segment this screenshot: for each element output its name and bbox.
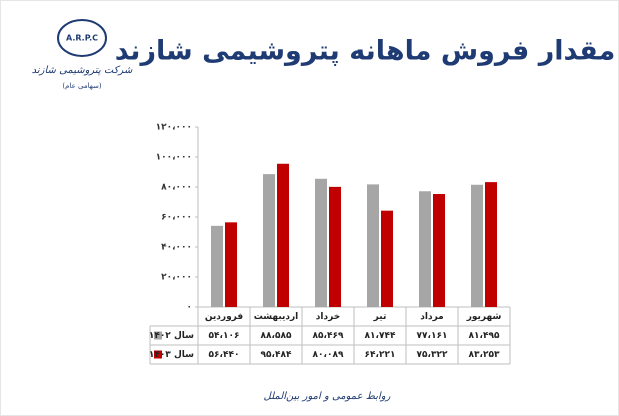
y-tick-label: ۲۰،۰۰۰	[161, 273, 192, 283]
logo-mark: A.R.P.C	[66, 34, 98, 43]
value-label: ۵۴،۱۰۶	[209, 331, 240, 341]
bar	[263, 174, 275, 307]
bar	[211, 225, 223, 307]
y-tick-label: ۸۰،۰۰۰	[161, 183, 192, 193]
legend-label: سال ۱۴۰۳	[149, 350, 194, 360]
legend-label: سال ۱۴۰۲	[149, 331, 194, 341]
y-tick-label: ۱۲۰،۰۰۰	[156, 123, 192, 133]
bar	[277, 163, 289, 307]
value-label: ۸۵،۴۶۹	[313, 331, 344, 341]
y-tick-label: ۰	[187, 303, 193, 313]
value-label: ۶۴،۲۲۱	[365, 350, 396, 360]
bar	[433, 194, 445, 307]
y-tick-label: ۴۰،۰۰۰	[161, 243, 192, 253]
value-label: ۸۸،۵۸۵	[261, 331, 292, 341]
legend-swatch	[154, 331, 162, 340]
chart-title: مقدار فروش ماهانه پتروشیمی شازند	[115, 36, 616, 67]
legend-swatch	[154, 350, 162, 359]
x-tick-label: تیر	[373, 312, 387, 322]
bar	[381, 210, 393, 307]
logo-name: شرکت پتروشیمی شازند	[32, 65, 133, 76]
value-label: ۷۷،۱۶۱	[417, 331, 448, 341]
footer-signature: روابط عمومی و امور بین‌الملل	[264, 391, 391, 402]
bar	[419, 191, 431, 307]
x-tick-label: اردیبهشت	[254, 312, 299, 322]
logo-ring	[57, 19, 107, 57]
bar	[367, 184, 379, 307]
bar	[329, 186, 341, 307]
value-label: ۹۵،۴۸۴	[261, 350, 292, 360]
x-tick-label: شهریور	[466, 312, 502, 322]
value-label: ۸۳،۲۵۳	[469, 350, 500, 360]
value-label: ۸۰،۰۸۹	[313, 350, 344, 360]
value-label: ۷۵،۳۲۲	[417, 350, 448, 360]
y-tick-label: ۱۰۰،۰۰۰	[156, 153, 192, 163]
value-label: ۵۶،۴۴۰	[209, 350, 240, 360]
x-tick-label: فروردین	[205, 312, 243, 322]
x-tick-label: خرداد	[316, 312, 340, 322]
x-tick-label: مرداد	[420, 312, 444, 322]
bar	[225, 222, 237, 307]
value-label: ۸۱،۴۹۵	[469, 331, 500, 341]
bar	[315, 178, 327, 307]
y-tick-label: ۶۰،۰۰۰	[161, 213, 192, 223]
logo-note: (سهامی عام)	[62, 82, 101, 90]
bar	[471, 184, 483, 307]
logo: A.R.P.C شرکت پتروشیمی شازند (سهامی عام)	[32, 19, 133, 90]
bar	[485, 182, 497, 307]
value-label: ۸۱،۷۴۴	[365, 331, 396, 341]
